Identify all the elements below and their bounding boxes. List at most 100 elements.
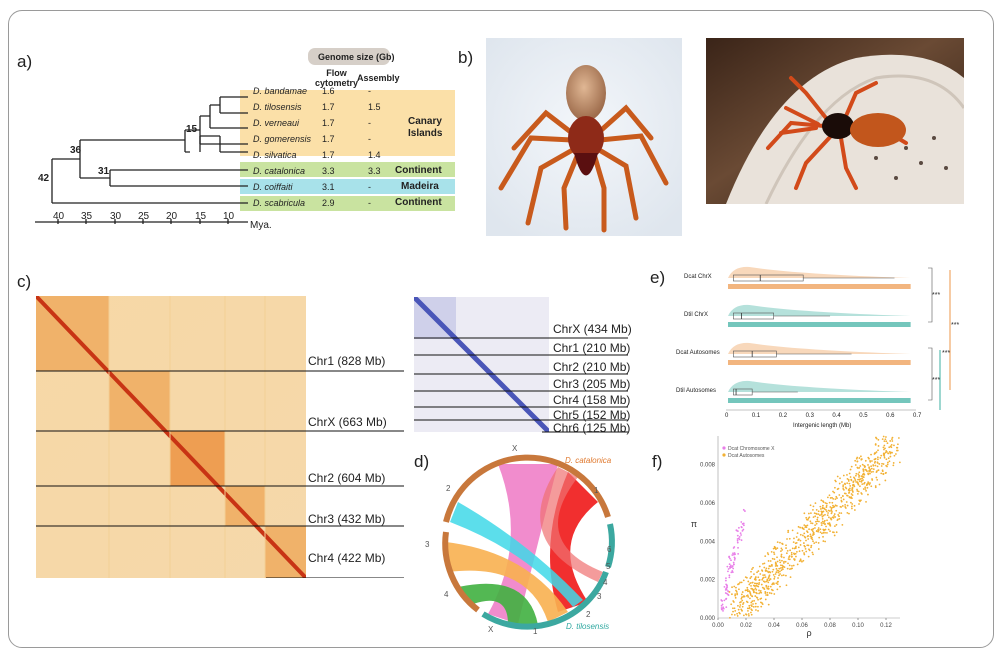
scatter-point xyxy=(862,470,865,472)
scatter-point xyxy=(776,588,779,591)
scatter-point xyxy=(787,531,790,534)
scatter-point xyxy=(762,580,765,583)
sig-stars: *** xyxy=(942,350,951,357)
scatter-point xyxy=(832,490,834,493)
scatter-point xyxy=(824,540,827,543)
sig-stars: *** xyxy=(932,292,941,299)
scatter-point xyxy=(779,573,781,575)
scatter-point xyxy=(767,571,770,574)
scatter-point xyxy=(836,475,839,478)
scatter-point xyxy=(892,462,895,464)
scatter-point xyxy=(758,581,761,584)
scatter-point xyxy=(748,583,751,586)
scatter-point xyxy=(776,547,779,550)
scatter-point xyxy=(851,507,853,510)
scatter-point xyxy=(850,505,853,508)
scatter-point xyxy=(772,568,775,571)
scatter-point xyxy=(798,550,801,553)
scatter-point xyxy=(776,583,779,585)
scatter-point xyxy=(781,564,784,567)
scatter-point xyxy=(857,482,859,485)
scatter-point xyxy=(757,605,759,608)
node-age-36: 36 xyxy=(70,145,82,156)
scatter-point xyxy=(803,552,805,554)
scatter-point xyxy=(841,523,844,526)
scatter-point xyxy=(744,510,746,512)
scatter-point xyxy=(838,482,841,485)
violin-shape xyxy=(728,266,911,278)
scatter-point xyxy=(732,563,735,566)
scatter-point xyxy=(750,611,752,614)
scatter-point xyxy=(788,558,791,561)
scatter-point xyxy=(834,480,837,483)
scatter-bg xyxy=(718,436,900,618)
scatter-point xyxy=(762,576,765,579)
scatter-point xyxy=(831,510,833,513)
scatter-point xyxy=(817,548,820,550)
scatter-point xyxy=(780,556,783,558)
scatter-point xyxy=(744,576,747,579)
scatter-point xyxy=(779,550,782,552)
scatter-point xyxy=(803,524,806,527)
scatter-point xyxy=(860,480,863,483)
scatter-point xyxy=(795,536,798,538)
hic-small-chr-label: Chr5 (152 Mb) xyxy=(553,408,631,422)
scatter-point xyxy=(867,481,870,484)
scatter-point xyxy=(812,505,815,508)
scatter-point xyxy=(796,563,799,566)
scatter-point xyxy=(750,587,753,590)
scatter-point xyxy=(846,504,849,507)
scatter-point xyxy=(877,458,879,461)
scatter-point xyxy=(819,514,821,517)
scatter-point xyxy=(812,553,814,556)
scatter-point xyxy=(767,577,770,580)
scatter-point xyxy=(734,596,737,599)
scatter-point xyxy=(835,509,838,512)
scatter-point xyxy=(732,610,734,613)
scatter-point xyxy=(885,471,887,474)
scatter-point xyxy=(872,468,875,471)
scatter-point xyxy=(811,551,814,554)
scatter-point xyxy=(810,544,813,547)
scatter-point xyxy=(799,526,802,529)
scatter-point xyxy=(874,443,877,446)
scatter-point xyxy=(817,542,820,544)
scatter-point xyxy=(812,540,814,543)
scatter-point xyxy=(780,569,783,572)
genome-size-header: Genome size (Gb) xyxy=(318,52,395,62)
scatter-point xyxy=(766,587,769,590)
scatter-point xyxy=(741,529,744,532)
species-name: D. gomerensis xyxy=(253,134,312,144)
scatter-point xyxy=(864,459,867,462)
node-age-31: 31 xyxy=(98,166,110,177)
panel-label-f: f) xyxy=(652,452,663,471)
scatter-point xyxy=(728,574,731,577)
scatter-point xyxy=(827,522,829,525)
scatter-point xyxy=(793,559,796,561)
scatter-point xyxy=(722,606,725,609)
scatter-point xyxy=(881,438,884,441)
continent-band xyxy=(240,162,455,177)
scatter-point xyxy=(824,502,827,504)
scatter-point xyxy=(861,477,864,480)
scatter-point xyxy=(889,455,892,458)
box-rect xyxy=(733,350,777,358)
scatter-point xyxy=(854,479,857,481)
assembly-header: Assembly xyxy=(357,73,400,83)
circos-bottom-label: 5 xyxy=(606,562,611,571)
scatter-point xyxy=(737,604,739,607)
scatter-point xyxy=(822,504,824,507)
scatter-point xyxy=(729,566,732,568)
scatter-point xyxy=(763,566,766,569)
scatter-point xyxy=(762,574,765,577)
scatter-point xyxy=(812,527,815,530)
scatter-point xyxy=(870,485,873,488)
scatter-point xyxy=(754,587,757,590)
scatter-point xyxy=(764,555,767,558)
scatter-point xyxy=(761,586,764,589)
scatter-point xyxy=(767,587,770,590)
scatter-point xyxy=(824,523,826,526)
scatter-point xyxy=(819,531,822,534)
scatter-point xyxy=(748,604,751,607)
scatter-point xyxy=(846,494,848,497)
